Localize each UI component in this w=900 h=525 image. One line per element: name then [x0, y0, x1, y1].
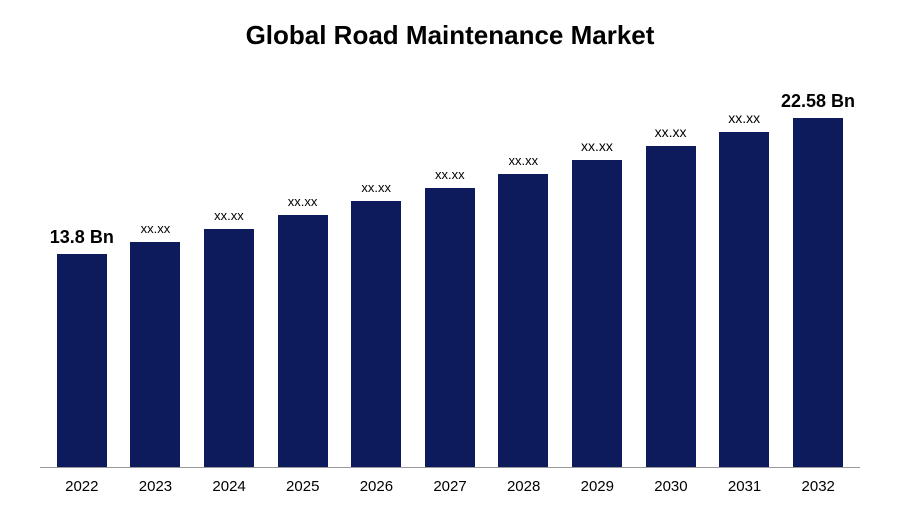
bar: [278, 215, 328, 467]
chart-title: Global Road Maintenance Market: [40, 20, 860, 51]
bar-group: 13.8 Bn: [45, 81, 119, 467]
x-axis-tick: 2024: [192, 478, 266, 495]
bar-group: xx.xx: [413, 81, 487, 467]
bar-group: xx.xx: [119, 81, 193, 467]
bar: [351, 201, 401, 467]
x-axis-tick: 2026: [340, 478, 414, 495]
bar: [204, 229, 254, 467]
x-axis-tick: 2025: [266, 478, 340, 495]
x-axis-tick: 2029: [560, 478, 634, 495]
bar-group: xx.xx: [560, 81, 634, 467]
bar: [425, 188, 475, 467]
bar-value-label: xx.xx: [509, 153, 539, 168]
bar-value-label: xx.xx: [141, 221, 171, 236]
bar-group: xx.xx: [707, 81, 781, 467]
bar-group: xx.xx: [487, 81, 561, 467]
bar: [646, 146, 696, 467]
bar: [793, 118, 843, 467]
bar: [130, 242, 180, 467]
plot-area: 13.8 Bn xx.xx xx.xx xx.xx xx.xx xx.xx xx.xx xx.…: [40, 81, 860, 468]
bar-value-label: xx.xx: [581, 138, 613, 154]
bar-value-label: xx.xx: [655, 124, 687, 140]
x-axis-tick: 2028: [487, 478, 561, 495]
bar-value-label: xx.xx: [361, 180, 391, 195]
chart-container: Global Road Maintenance Market 13.8 Bn xx…: [0, 0, 900, 525]
bar-group: xx.xx: [266, 81, 340, 467]
bar: [57, 254, 107, 467]
x-axis-tick: 2027: [413, 478, 487, 495]
bar-value-label: xx.xx: [288, 194, 318, 209]
bar-value-label: xx.xx: [728, 110, 760, 126]
bar-group: 22.58 Bn: [781, 81, 855, 467]
bar-group: xx.xx: [192, 81, 266, 467]
x-axis: 2022202320242025202620272028202920302031…: [40, 478, 860, 495]
bar-group: xx.xx: [339, 81, 413, 467]
bar-group: xx.xx: [634, 81, 708, 467]
x-axis-tick: 2032: [781, 478, 855, 495]
bar: [572, 160, 622, 467]
bar-value-label: xx.xx: [435, 167, 465, 182]
bar-value-label: 13.8 Bn: [50, 227, 114, 248]
bar-value-label: 22.58 Bn: [781, 91, 855, 112]
x-axis-tick: 2030: [634, 478, 708, 495]
bar: [719, 132, 769, 467]
bar: [498, 174, 548, 467]
x-axis-tick: 2023: [119, 478, 193, 495]
x-axis-tick: 2031: [708, 478, 782, 495]
x-axis-tick: 2022: [45, 478, 119, 495]
bar-value-label: xx.xx: [214, 208, 244, 223]
